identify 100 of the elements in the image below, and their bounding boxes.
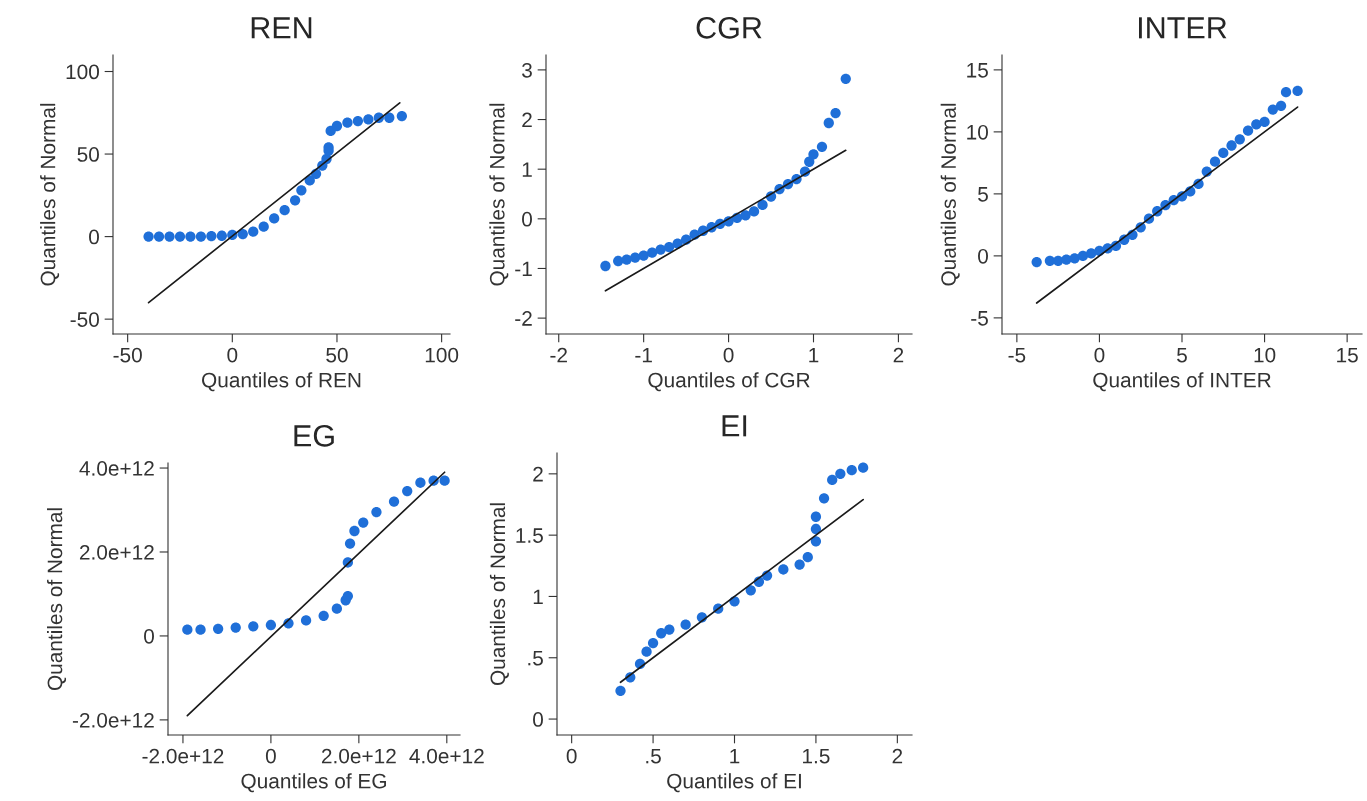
- point: [1209, 156, 1221, 167]
- chart-title: EI: [722, 415, 747, 437]
- x-tick-label: 2.0e+12: [321, 748, 396, 764]
- point: [1218, 147, 1229, 159]
- point: [1259, 116, 1270, 128]
- point: [664, 624, 675, 635]
- point: [279, 205, 290, 216]
- x-tick-label: -2.0e+12: [142, 748, 224, 764]
- point: [182, 624, 193, 635]
- x-axis-title: Quantiles of EG: [241, 773, 386, 793]
- point: [358, 517, 369, 528]
- point: [827, 474, 838, 486]
- point: [1251, 119, 1262, 130]
- y-tick-label: -50: [70, 312, 99, 327]
- point: [823, 117, 834, 129]
- point: [230, 622, 241, 633]
- point: [745, 585, 756, 596]
- point: [195, 624, 206, 635]
- point: [630, 252, 641, 263]
- x-tick-label: 2: [893, 347, 904, 363]
- y-tick-label: 0: [522, 211, 532, 227]
- point: [1086, 248, 1097, 259]
- point: [748, 206, 760, 217]
- point: [818, 493, 830, 504]
- y-tick-label: 0: [144, 628, 154, 644]
- point: [342, 117, 353, 128]
- point: [185, 231, 196, 242]
- point: [1031, 256, 1042, 268]
- point: [1242, 125, 1254, 136]
- x-tick-label: 100: [425, 347, 459, 363]
- x-axis-title: Quantiles of REN: [202, 372, 361, 392]
- chart-title: EG: [294, 425, 334, 447]
- y-axis-title: Quantiles of Normal: [940, 103, 960, 286]
- x-tick-label: 2: [892, 748, 903, 764]
- y-tick-label: 100: [66, 64, 99, 80]
- point: [164, 231, 175, 242]
- x-tick-label: 0: [265, 748, 276, 764]
- x-tick-label: 0: [1094, 347, 1105, 363]
- point: [352, 115, 364, 127]
- x-tick-label: .5: [646, 748, 661, 764]
- point: [216, 230, 227, 241]
- point: [808, 149, 819, 160]
- point: [656, 628, 667, 639]
- chart-title: CGR: [696, 17, 762, 39]
- point: [663, 241, 675, 253]
- point: [195, 231, 207, 242]
- y-tick-label: -1: [515, 261, 532, 277]
- y-tick-label: -2.0e+12: [72, 712, 154, 728]
- point: [830, 107, 841, 119]
- point: [415, 477, 426, 488]
- y-tick-label: 0: [533, 712, 543, 727]
- y-tick-label: 0: [978, 248, 988, 264]
- point: [331, 120, 343, 132]
- point: [212, 623, 224, 634]
- x-tick-label: -50: [113, 347, 142, 363]
- y-tick-label: 15: [967, 63, 988, 78]
- point: [363, 114, 374, 125]
- y-tick-label: 2: [522, 112, 532, 128]
- point: [647, 247, 658, 258]
- x-tick-label: 0: [227, 347, 238, 363]
- y-tick-label: 1: [533, 589, 543, 604]
- x-tick-label: 50: [326, 347, 348, 363]
- point: [439, 475, 450, 486]
- point: [1280, 87, 1292, 98]
- point: [846, 465, 857, 476]
- x-tick-label: 10: [1254, 347, 1276, 363]
- point: [248, 226, 259, 237]
- x-tick-label: 1: [809, 347, 819, 363]
- point: [1234, 134, 1245, 145]
- point: [778, 564, 789, 575]
- point: [371, 506, 382, 518]
- y-tick-label: 4.0e+12: [79, 461, 154, 476]
- y-tick-label: 1: [522, 162, 532, 177]
- point: [342, 590, 354, 602]
- x-tick-label: 1.5: [803, 748, 830, 764]
- point: [318, 610, 329, 621]
- point: [153, 231, 165, 242]
- point: [388, 496, 400, 507]
- point: [396, 110, 408, 122]
- x-tick-label: 0: [566, 748, 577, 764]
- x-axis-title: Quantiles of EI: [667, 773, 801, 793]
- point: [248, 621, 259, 632]
- point: [402, 485, 413, 497]
- point: [1077, 250, 1089, 262]
- chart-title: REN: [251, 17, 312, 39]
- point: [1069, 253, 1080, 264]
- y-tick-label: 2: [533, 466, 543, 482]
- point: [680, 619, 691, 630]
- y-tick-label: 3: [522, 62, 532, 78]
- point: [794, 559, 805, 570]
- point: [344, 538, 356, 549]
- y-axis-title: Quantiles of Normal: [489, 103, 509, 286]
- x-tick-label: 4.0e+12: [409, 748, 484, 764]
- point: [1061, 254, 1072, 265]
- y-tick-label: 1.5: [516, 528, 543, 543]
- point: [802, 552, 813, 563]
- point: [840, 73, 851, 84]
- point: [174, 231, 186, 242]
- point: [613, 255, 624, 267]
- point: [835, 468, 846, 479]
